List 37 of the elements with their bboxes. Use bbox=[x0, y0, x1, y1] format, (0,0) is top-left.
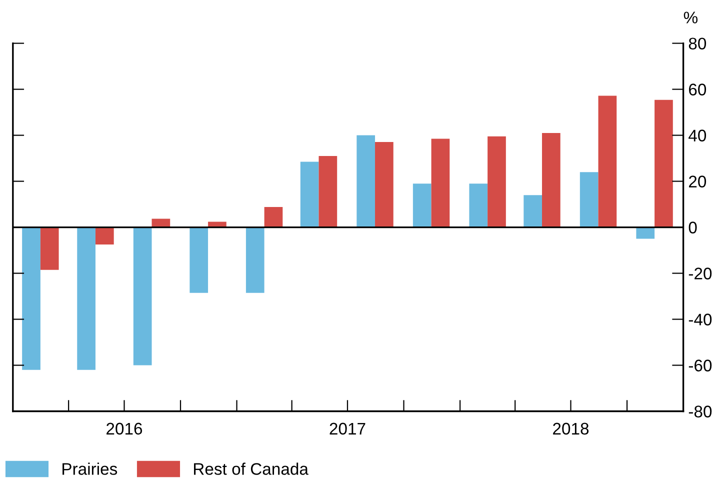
y-tick-label: 20 bbox=[689, 176, 706, 188]
bar bbox=[431, 138, 450, 228]
bar bbox=[524, 195, 542, 228]
bar bbox=[95, 227, 114, 245]
y-axis-title: % bbox=[684, 12, 698, 24]
bar bbox=[246, 227, 264, 293]
bar bbox=[133, 227, 152, 366]
bar bbox=[654, 100, 673, 228]
bar bbox=[375, 142, 394, 228]
bar bbox=[598, 96, 617, 228]
bar bbox=[77, 227, 96, 370]
legend-label: Rest of Canada bbox=[194, 462, 308, 475]
y-tick-label: 40 bbox=[688, 130, 706, 142]
bar bbox=[636, 227, 655, 239]
bar bbox=[488, 136, 506, 228]
y-tick-label: 60 bbox=[689, 84, 706, 96]
bar bbox=[412, 184, 432, 228]
x-tick-label: 2016 bbox=[106, 422, 142, 435]
bar bbox=[580, 172, 598, 228]
legend-label: Prairies bbox=[62, 462, 118, 475]
x-tick-label: 2018 bbox=[553, 422, 589, 435]
bar bbox=[300, 162, 319, 228]
x-tick-label: 2017 bbox=[330, 422, 366, 435]
y-tick-label: 80 bbox=[688, 38, 706, 50]
y-tick-label: -40 bbox=[688, 314, 712, 326]
bar bbox=[190, 227, 208, 293]
bar bbox=[318, 156, 338, 228]
bar bbox=[356, 135, 376, 228]
bar bbox=[264, 207, 283, 228]
bar bbox=[40, 227, 59, 270]
y-tick-label: -80 bbox=[688, 406, 712, 418]
y-tick-label: -60 bbox=[688, 360, 712, 372]
bar bbox=[542, 132, 560, 228]
y-tick-label: 0 bbox=[688, 222, 697, 234]
bar bbox=[22, 227, 40, 370]
bar bbox=[469, 184, 488, 228]
y-tick-label: -20 bbox=[688, 268, 712, 280]
